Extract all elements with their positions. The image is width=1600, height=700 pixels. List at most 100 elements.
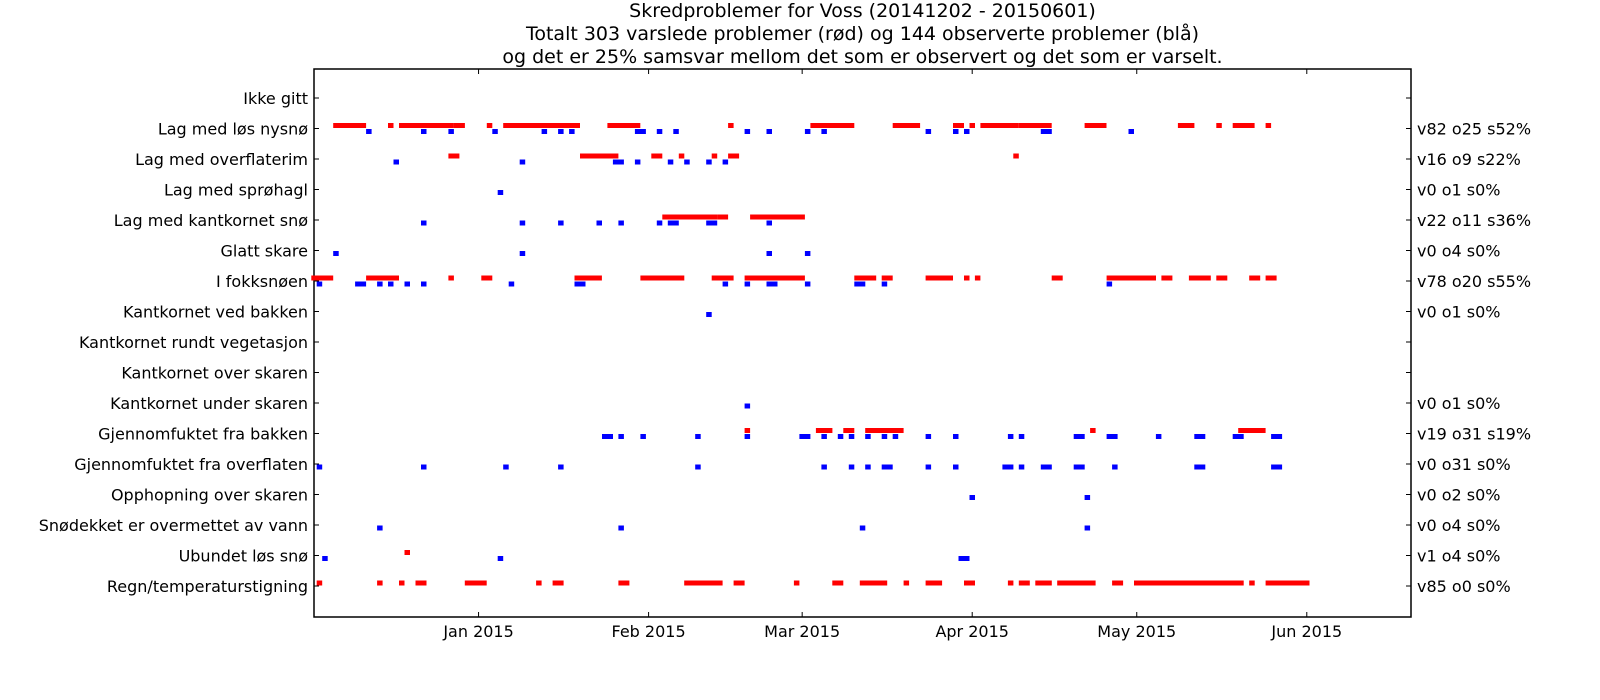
row-summary-label: v1 o4 s0%: [1417, 547, 1501, 566]
observed-mark: [1073, 434, 1085, 439]
observed-mark: [574, 281, 586, 287]
forecast-mark: [717, 214, 729, 220]
forecast-mark: [728, 153, 740, 159]
observed-mark: [1194, 464, 1206, 470]
observed-mark: [667, 159, 674, 165]
forecast-mark: [1018, 123, 1052, 128]
forecast-mark: [744, 428, 751, 433]
observed-mark: [1084, 525, 1091, 531]
observed-mark: [634, 129, 646, 134]
y-tick-label: Ubundet løs snø: [179, 547, 309, 566]
row-summary-label: v22 o11 s36%: [1417, 211, 1531, 230]
forecast-mark: [815, 428, 833, 433]
observed-mark: [881, 281, 888, 287]
observed-mark: [316, 464, 323, 470]
observed-mark: [322, 556, 328, 561]
observed-mark: [656, 129, 663, 134]
observed-mark: [1002, 464, 1014, 470]
observed-mark: [953, 464, 959, 470]
observed-mark: [925, 464, 932, 470]
observed-mark: [1073, 464, 1085, 470]
observed-mark: [881, 464, 893, 470]
forecast-mark: [448, 153, 460, 159]
row-summary-label: v85 o0 s0%: [1417, 577, 1511, 596]
forecast-mark: [964, 580, 975, 586]
forecast-mark: [503, 123, 580, 128]
forecast-mark: [574, 275, 602, 281]
forecast-mark: [366, 275, 399, 281]
observed-mark: [925, 129, 932, 134]
forecast-mark: [750, 214, 805, 220]
forecast-mark: [881, 275, 893, 281]
forecast-mark: [662, 214, 718, 220]
forecast-mark: [448, 275, 454, 281]
forecast-mark: [865, 428, 904, 433]
row-summary-label: v0 o31 s0%: [1417, 455, 1511, 474]
observed-mark: [953, 434, 959, 439]
observed-mark: [596, 220, 602, 226]
forecast-mark: [678, 153, 685, 159]
y-tick-label: Lag med kantkornet snø: [114, 211, 308, 230]
observed-mark: [404, 281, 410, 287]
y-tick-label: I fokksnøen: [216, 272, 308, 291]
observed-mark: [722, 159, 729, 165]
row-summary-label: v19 o31 s19%: [1417, 425, 1531, 444]
forecast-mark: [404, 550, 410, 555]
observed-mark: [848, 434, 855, 439]
observed-mark: [388, 281, 394, 287]
forecast-mark: [377, 580, 383, 586]
observed-mark: [859, 525, 866, 531]
x-tick-label: May 2015: [1097, 622, 1176, 641]
forecast-mark: [974, 275, 981, 281]
forecast-mark: [903, 580, 910, 586]
forecast-mark: [388, 123, 394, 128]
observed-mark: [377, 281, 383, 287]
forecast-mark: [1265, 275, 1277, 281]
observed-mark: [673, 129, 679, 134]
observed-mark: [640, 434, 646, 439]
forecast-mark: [1134, 580, 1244, 586]
observed-mark: [969, 495, 975, 500]
observed-mark: [804, 129, 811, 134]
forecast-mark: [733, 580, 745, 586]
observed-mark: [656, 220, 663, 226]
chart-title-block: Skredproblemer for Voss (20141202 - 2015…: [314, 0, 1411, 69]
observed-mark: [848, 464, 855, 470]
forecast-mark: [1161, 275, 1173, 281]
forecast-mark: [333, 123, 367, 128]
y-tick-label: Lag med overflaterim: [135, 150, 308, 169]
observed-mark: [558, 220, 564, 226]
observed-mark: [355, 281, 367, 287]
observed-mark: [953, 129, 959, 134]
forecast-mark: [854, 275, 877, 281]
forecast-mark: [1084, 123, 1107, 128]
plot-frame: [313, 68, 1412, 618]
forecast-mark: [453, 123, 465, 128]
observed-mark: [958, 556, 970, 561]
observed-mark: [799, 434, 811, 439]
observed-mark: [1040, 129, 1052, 134]
forecast-mark: [1188, 275, 1211, 281]
x-tick-label: Jan 2015: [442, 622, 513, 641]
row-summary-label: v0 o1 s0%: [1417, 303, 1501, 322]
forecast-mark: [399, 123, 454, 128]
forecast-mark: [1112, 580, 1124, 586]
observed-mark: [497, 190, 504, 195]
forecast-mark: [810, 123, 855, 128]
observed-mark: [892, 434, 899, 439]
observed-mark: [421, 281, 427, 287]
observed-mark: [541, 129, 548, 134]
forecast-mark: [618, 580, 630, 586]
observed-mark: [1155, 434, 1162, 439]
x-tick-label: Apr 2015: [935, 622, 1008, 641]
forecast-mark: [1265, 123, 1272, 128]
observed-mark: [695, 434, 701, 439]
observed-mark: [667, 220, 679, 226]
forecast-mark: [1265, 580, 1310, 586]
observed-mark: [865, 434, 871, 439]
y-tick-label: Kantkornet ved bakken: [123, 303, 308, 322]
forecast-mark: [1018, 580, 1030, 586]
forecast-mark: [1013, 153, 1019, 159]
observed-mark: [964, 129, 970, 134]
y-tick-label: Kantkornet over skaren: [121, 364, 308, 383]
